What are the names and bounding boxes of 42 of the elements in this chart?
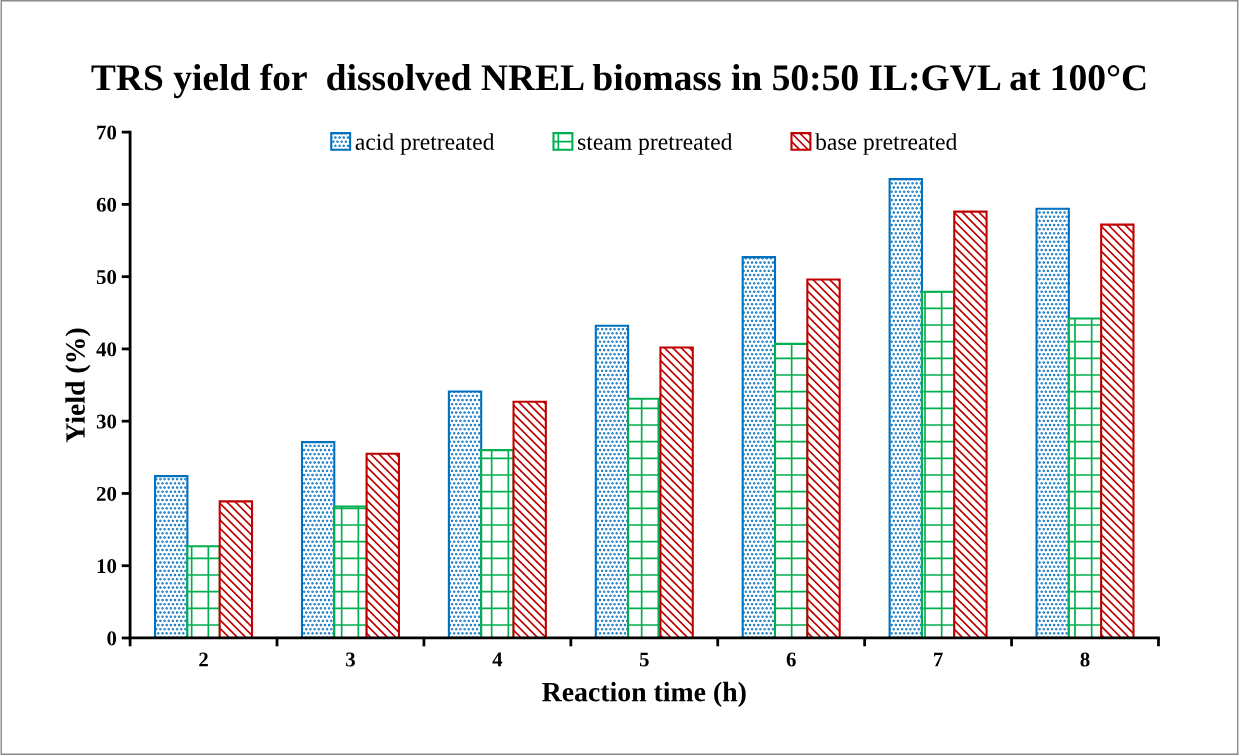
x-tick-label: 8	[1080, 652, 1090, 667]
x-tick-label: 6	[786, 652, 796, 667]
bar	[154, 475, 189, 638]
bar	[806, 278, 841, 638]
y-tick-label: 30	[96, 414, 117, 429]
bar	[920, 290, 956, 638]
legend-label: steam pretreated	[578, 133, 733, 155]
x-tick-label: 7	[934, 652, 943, 667]
y-tick-label: 60	[96, 197, 117, 212]
bar	[627, 397, 662, 638]
bar	[594, 324, 630, 638]
bar	[365, 452, 400, 638]
bar	[512, 400, 547, 638]
y-tick-label: 40	[96, 342, 117, 357]
bar	[741, 256, 777, 638]
y-tick-label: 50	[96, 270, 117, 285]
bar	[953, 210, 988, 638]
bar	[1067, 317, 1103, 638]
bar	[1035, 207, 1070, 638]
bar	[186, 545, 221, 638]
y-tick-label: 70	[97, 125, 117, 140]
y-tick-label: 20	[96, 486, 117, 501]
bar	[773, 342, 809, 638]
bar	[480, 449, 515, 638]
bar	[659, 346, 694, 638]
y-axis-title: Yield (%)	[65, 328, 91, 443]
x-tick-label: 5	[639, 652, 649, 667]
x-tick-label: 3	[346, 652, 355, 667]
bar	[300, 441, 336, 638]
x-axis-title: Reaction time (h)	[542, 681, 746, 708]
y-tick-label: 0	[107, 631, 117, 646]
y-tick-label: 10	[97, 559, 117, 574]
chart-title: TRS yield for dissolved NREL biomass in 50:50 IL:GVL at 100°C	[91, 63, 1146, 99]
legend-label: base pretreated	[815, 133, 958, 155]
bar	[888, 178, 923, 638]
x-tick-label: 4	[492, 652, 503, 667]
x-tick-label: 2	[199, 652, 208, 667]
legend-label: acid pretreated	[355, 133, 495, 155]
bar	[1100, 223, 1135, 638]
bar	[447, 390, 483, 638]
bar	[218, 500, 254, 638]
bar	[333, 505, 368, 638]
